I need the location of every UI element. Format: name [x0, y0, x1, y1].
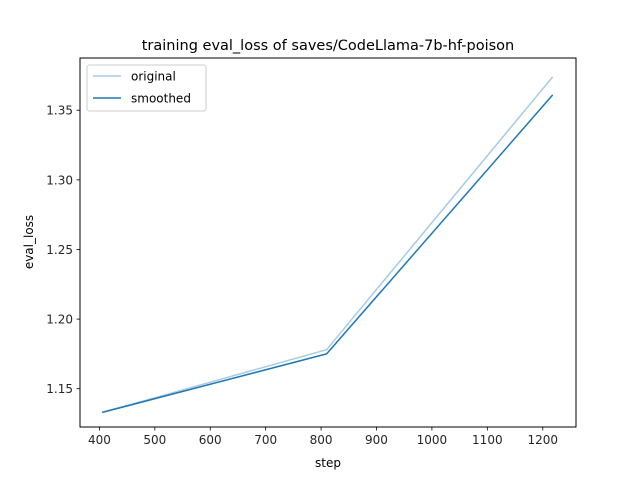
x-axis: 400 500 600 700 800 900 1000 1100 1200: [88, 427, 558, 447]
series-line-original: [101, 76, 554, 414]
y-tick-label: 1.20: [46, 313, 73, 327]
legend-label-smoothed: smoothed: [131, 92, 191, 106]
plot-area: [101, 76, 554, 414]
x-tick-label: 500: [143, 433, 166, 447]
x-tick-label: 400: [88, 433, 111, 447]
x-tick-label: 700: [254, 433, 277, 447]
x-tick-label: 1200: [527, 433, 558, 447]
legend-label-original: original: [131, 70, 176, 84]
y-axis-label: eval_loss: [22, 215, 36, 269]
y-tick-label: 1.35: [46, 104, 73, 118]
y-tick-label: 1.25: [46, 243, 73, 257]
axes-frame: [79, 57, 577, 428]
chart-title: training eval_loss of saves/CodeLlama-7b…: [142, 38, 515, 54]
y-tick-label: 1.30: [46, 173, 73, 187]
series-line-smoothed: [102, 94, 554, 414]
legend: original smoothed: [86, 64, 207, 112]
x-tick-label: 1000: [417, 433, 448, 447]
y-axis: 1.15 1.20 1.25 1.30 1.35: [46, 104, 80, 396]
x-tick-label: 900: [365, 433, 388, 447]
x-tick-label: 600: [199, 433, 222, 447]
x-tick-label: 1100: [472, 433, 503, 447]
x-tick-label: 800: [310, 433, 333, 447]
x-axis-label: step: [315, 456, 341, 470]
y-tick-label: 1.15: [46, 382, 73, 396]
